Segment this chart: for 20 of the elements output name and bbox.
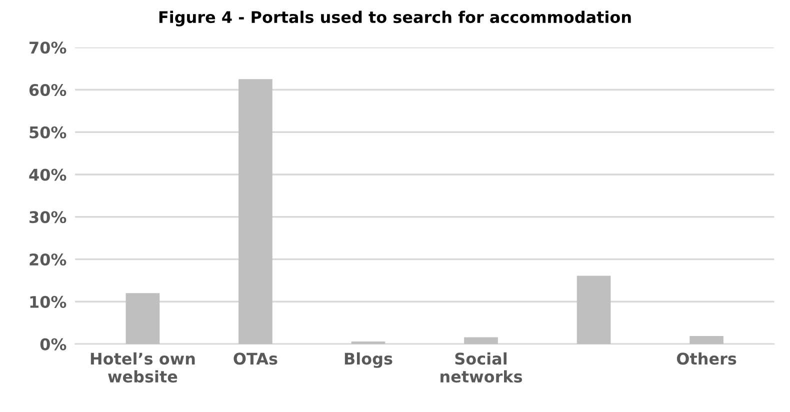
bar: [126, 293, 160, 344]
y-tick-label: 50%: [30, 126, 66, 138]
x-tick-label: Others: [676, 352, 736, 365]
y-tick-label: 30%: [30, 211, 66, 224]
y-tick-label: 40%: [29, 168, 66, 181]
x-tick-label: OTAs: [234, 352, 278, 365]
bar: [238, 79, 272, 344]
bar: [576, 276, 611, 344]
x-tick-label: Social networks: [440, 352, 522, 383]
y-tick-label: 0%: [40, 338, 66, 350]
bar: [690, 336, 724, 344]
y-tick-label: 70%: [30, 42, 66, 54]
x-tick-label: Blogs: [344, 352, 392, 368]
y-tick-label: 60%: [29, 84, 66, 96]
y-tick-label: 20%: [30, 253, 66, 266]
chart-title: Figure 4 - Portals used to search for accommodation: [159, 10, 631, 26]
bar: [464, 337, 498, 344]
y-tick-label: 10%: [30, 296, 66, 308]
bar: [351, 341, 386, 344]
x-tick-label: Hotel’s own website: [90, 352, 195, 383]
